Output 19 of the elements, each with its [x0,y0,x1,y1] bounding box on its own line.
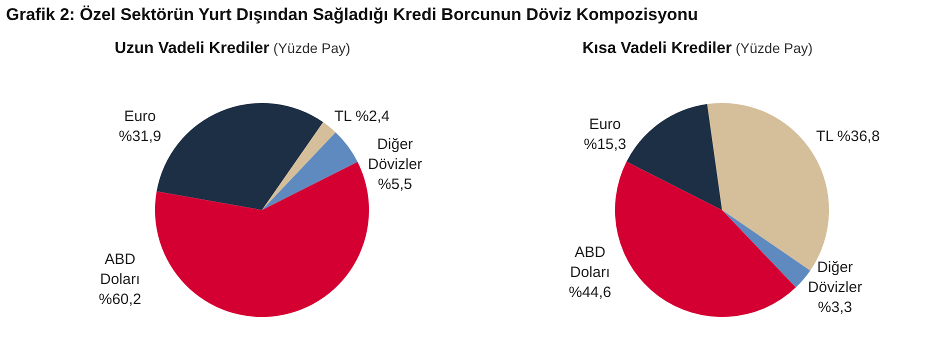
data-label: %44,6 [568,284,612,302]
slice-label: Diğer Dövizler [808,259,862,296]
chart-title: Uzun Vadeli Krediler [114,40,270,57]
data-label: %5,5 [378,176,412,194]
slice-label: TL %36,8 [816,128,880,146]
slice-label: Euro [124,108,156,126]
data-label: %3,3 [818,299,852,316]
data-label: %15,3 [584,136,626,154]
slice-label: ABD Doları [100,251,140,288]
slice-label: Euro [589,116,621,134]
data-label: %31,9 [118,128,162,146]
slice-label: ABD Doları [570,244,610,282]
chart-title: Kısa Vadeli Krediler [582,40,732,57]
text: Grafik 2: Özel Sektörün Yurt Dışından Sağladığı Kredi Borcunun Döviz Kompozisyonu [6,5,698,25]
slice-label: Diğer Dövizler [368,136,422,174]
chart-subtitle: (Yüzde Pay) [272,40,350,56]
chart-subtitle: (Yüzde Pay) [734,40,813,56]
data-label: %60,2 [98,291,142,308]
slice-label: TL %2,4 [334,108,390,126]
